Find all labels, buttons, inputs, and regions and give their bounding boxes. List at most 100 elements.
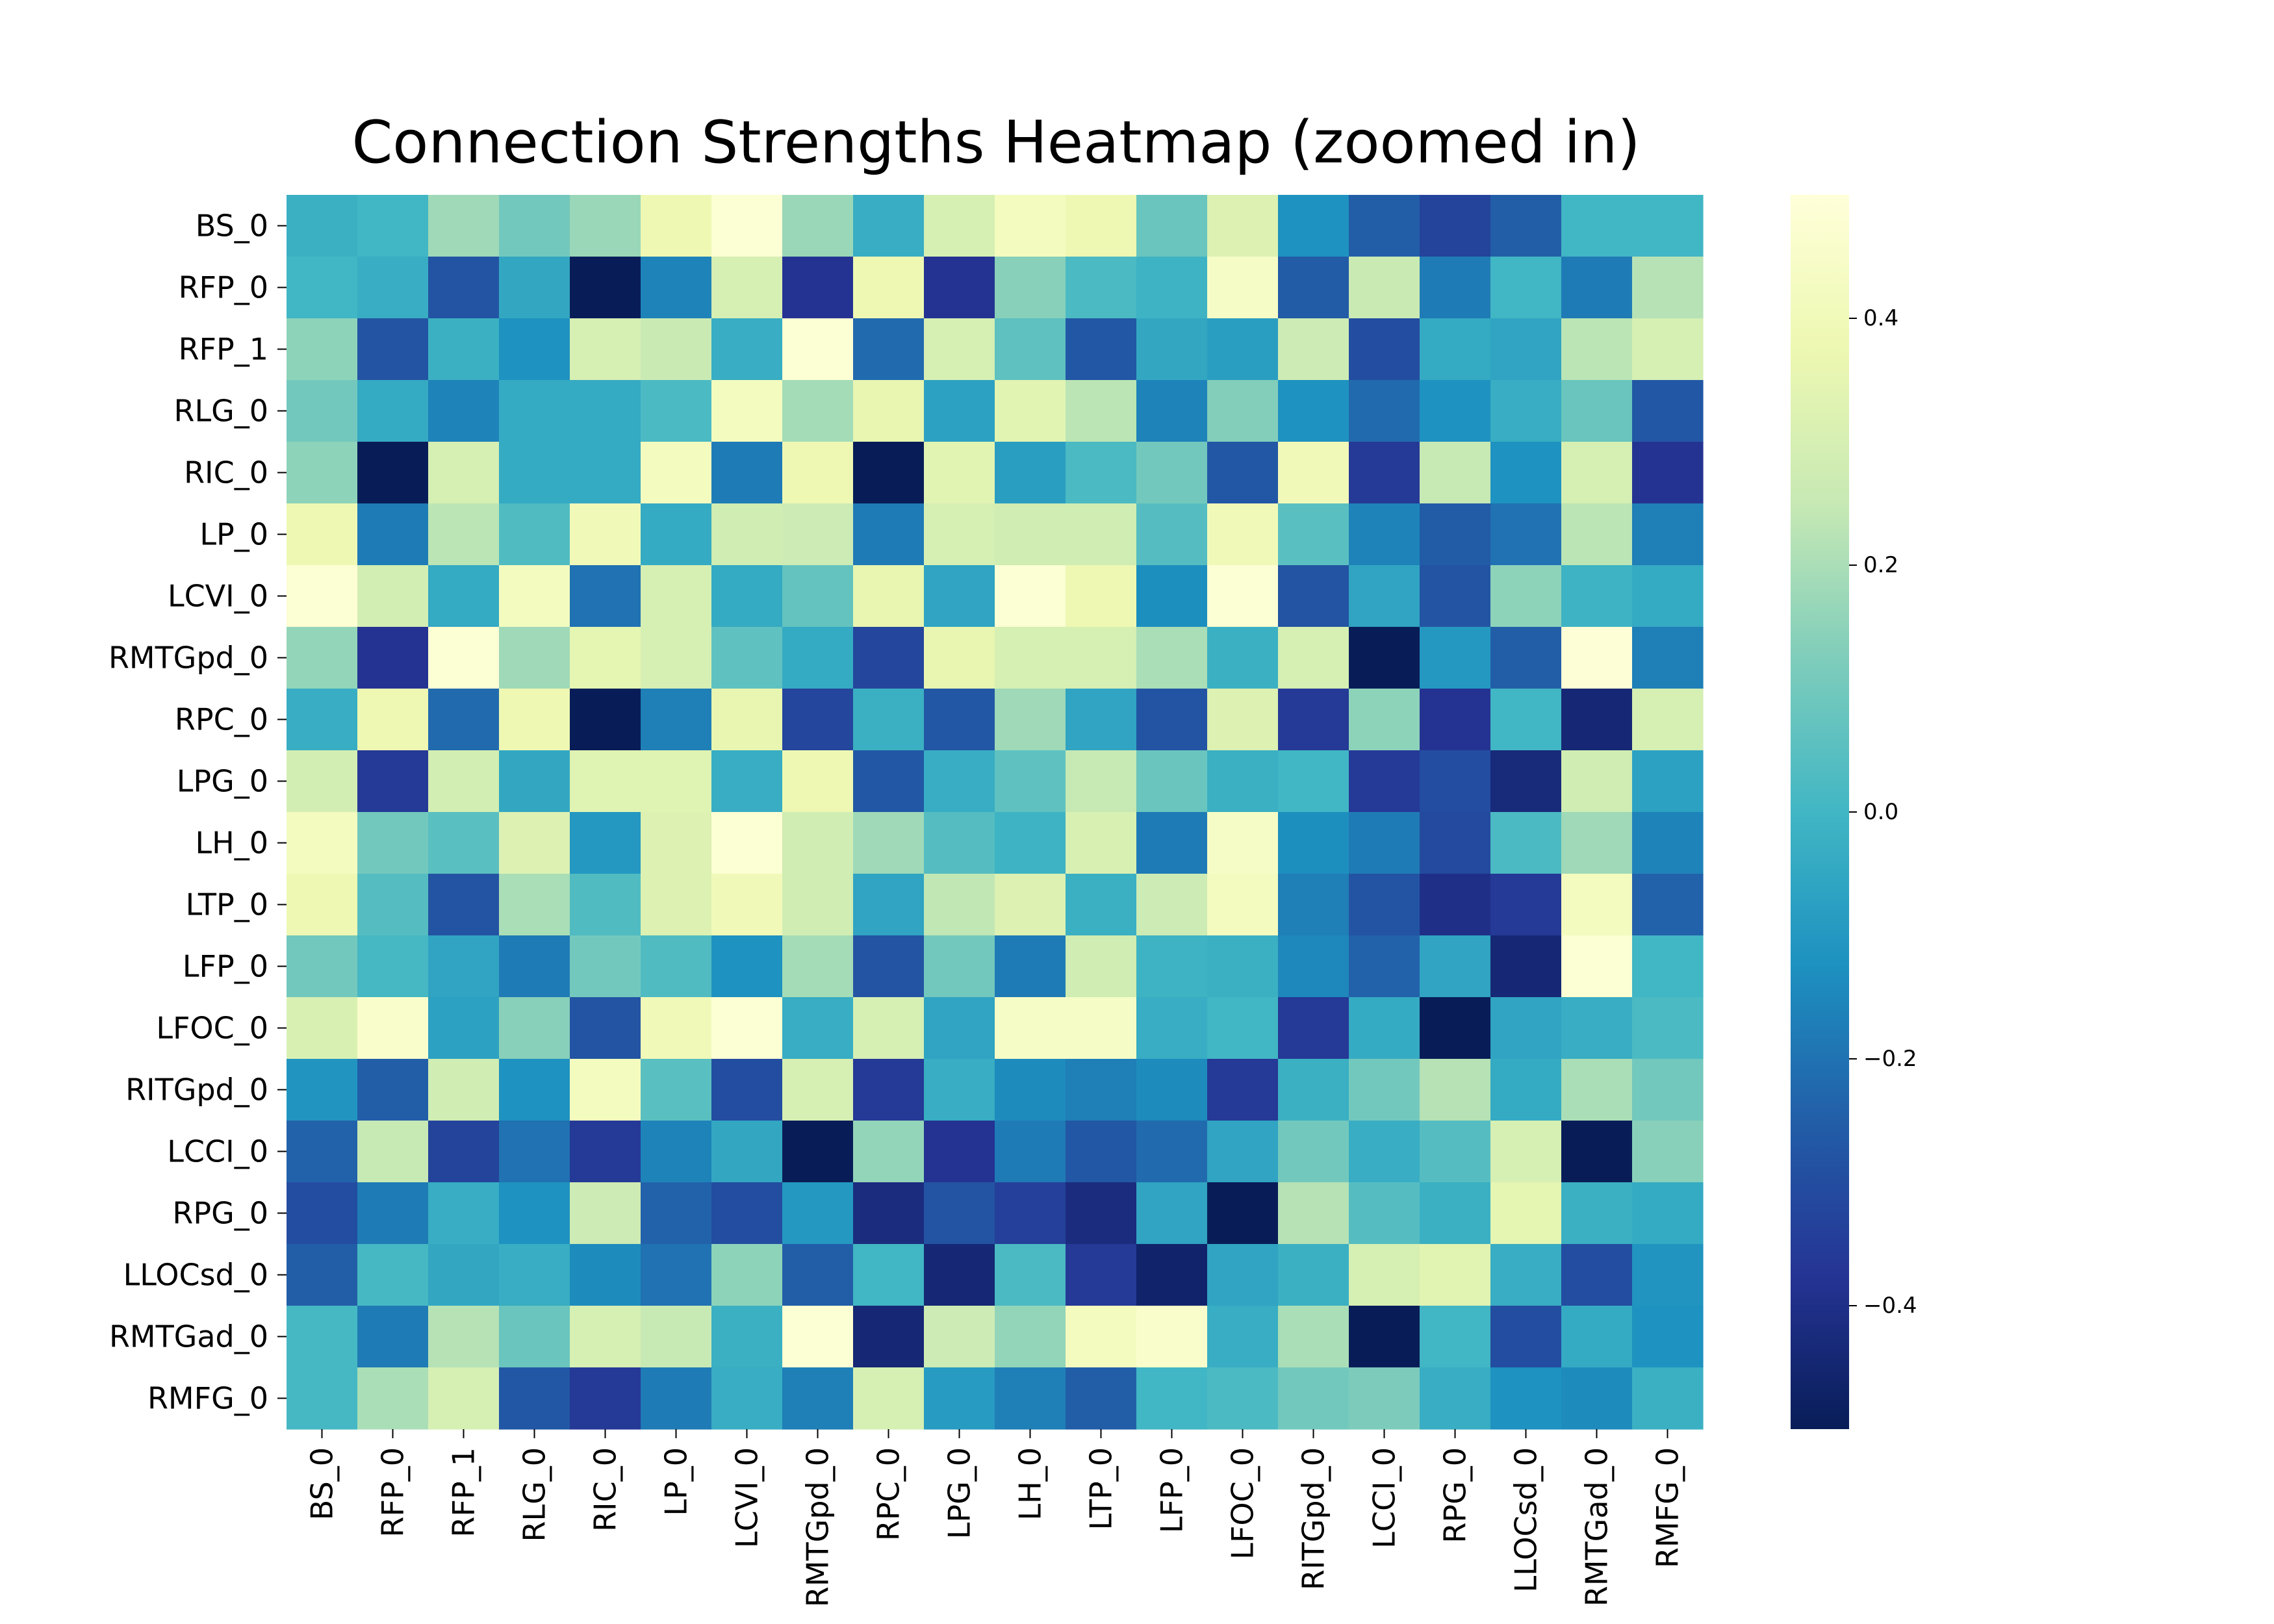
x-tick-label: RPG_0 bbox=[1438, 1447, 1473, 1543]
heatmap-cell bbox=[1349, 380, 1420, 442]
chart-title: Connection Strengths Heatmap (zoomed in) bbox=[351, 108, 1640, 177]
x-tick-label: RPC_0 bbox=[871, 1447, 906, 1541]
heatmap-cell bbox=[1136, 565, 1208, 628]
x-tick-label: RMTGad_0 bbox=[1579, 1447, 1615, 1606]
heatmap-cell bbox=[570, 935, 641, 998]
heatmap-cell bbox=[287, 935, 358, 998]
x-tick-label: RIC_0 bbox=[588, 1447, 623, 1532]
heatmap-cell bbox=[641, 195, 712, 257]
heatmap-cell bbox=[1136, 627, 1208, 689]
heatmap-cell bbox=[1349, 565, 1420, 628]
heatmap-cell bbox=[711, 935, 783, 998]
y-tick-label: LCCI_0 bbox=[167, 1134, 268, 1169]
heatmap-cell bbox=[357, 812, 429, 874]
heatmap-cell bbox=[1066, 1121, 1137, 1183]
heatmap-cell bbox=[357, 1244, 429, 1306]
heatmap-cell bbox=[357, 1059, 429, 1121]
heatmap-cell bbox=[1278, 565, 1349, 628]
heatmap-cell bbox=[782, 257, 854, 319]
heatmap-cell bbox=[995, 257, 1066, 319]
heatmap-cell bbox=[1066, 318, 1137, 381]
heatmap-cell bbox=[357, 565, 429, 628]
x-tick-label: RFP_1 bbox=[446, 1447, 481, 1537]
heatmap-cell bbox=[641, 750, 712, 813]
heatmap-cell bbox=[1490, 1367, 1562, 1430]
heatmap-cell bbox=[641, 1059, 712, 1121]
heatmap-cell bbox=[853, 812, 925, 874]
y-tick-label: LLOCsd_0 bbox=[123, 1258, 268, 1293]
heatmap-cell bbox=[1066, 997, 1137, 1059]
heatmap-cell bbox=[1136, 689, 1208, 751]
heatmap-cell bbox=[499, 1367, 570, 1430]
heatmap-cell bbox=[782, 750, 854, 813]
heatmap-cell bbox=[1066, 689, 1137, 751]
heatmap-cell bbox=[641, 1244, 712, 1306]
heatmap-cell bbox=[924, 380, 995, 442]
heatmap-cell bbox=[499, 195, 570, 257]
heatmap-cell bbox=[1490, 874, 1562, 936]
heatmap-cell bbox=[287, 1059, 358, 1121]
x-tick-label: LCCI_0 bbox=[1367, 1447, 1402, 1549]
heatmap-cell bbox=[1349, 442, 1420, 504]
heatmap-cell bbox=[1136, 1244, 1208, 1306]
heatmap-cell bbox=[924, 257, 995, 319]
y-tick-label: LPG_0 bbox=[177, 764, 268, 799]
heatmap-cell bbox=[570, 195, 641, 257]
heatmap-cell bbox=[1490, 442, 1562, 504]
heatmap-cell bbox=[357, 257, 429, 319]
heatmap-cell bbox=[499, 997, 570, 1059]
x-tick-label: BS_0 bbox=[305, 1447, 340, 1520]
heatmap-cell bbox=[1278, 503, 1349, 566]
x-tick-label: RMTGpd_0 bbox=[800, 1447, 836, 1607]
heatmap-cell bbox=[924, 812, 995, 874]
heatmap-cell bbox=[1136, 318, 1208, 381]
heatmap-cell bbox=[357, 380, 429, 442]
heatmap-cell bbox=[1420, 195, 1491, 257]
heatmap-cell bbox=[924, 874, 995, 936]
heatmap-cell bbox=[995, 997, 1066, 1059]
heatmap-cell bbox=[782, 1059, 854, 1121]
heatmap-cell bbox=[1349, 812, 1420, 874]
heatmap-cell bbox=[499, 1182, 570, 1245]
heatmap-cell bbox=[1066, 1367, 1137, 1430]
heatmap-cell bbox=[1632, 1059, 1704, 1121]
heatmap-cell bbox=[1136, 1367, 1208, 1430]
heatmap-cell bbox=[1632, 997, 1704, 1059]
heatmap-cell bbox=[357, 442, 429, 504]
heatmap-cell bbox=[924, 1306, 995, 1368]
x-tick-label: RFP_0 bbox=[376, 1447, 411, 1537]
heatmap-cell bbox=[428, 1367, 500, 1430]
heatmap-cell bbox=[1490, 997, 1562, 1059]
heatmap-cell bbox=[1632, 627, 1704, 689]
heatmap-cell bbox=[570, 257, 641, 319]
heatmap-cell bbox=[1066, 503, 1137, 566]
heatmap-cell bbox=[1066, 627, 1137, 689]
heatmap-cell bbox=[641, 380, 712, 442]
heatmap-cell bbox=[1561, 689, 1633, 751]
heatmap-cell bbox=[1207, 442, 1279, 504]
heatmap-cell bbox=[711, 750, 783, 813]
heatmap-cell bbox=[641, 503, 712, 566]
heatmap-cell bbox=[428, 1182, 500, 1245]
heatmap-cell bbox=[1420, 935, 1491, 998]
heatmap-cell bbox=[782, 195, 854, 257]
heatmap-cell bbox=[782, 503, 854, 566]
heatmap-cell bbox=[853, 257, 925, 319]
heatmap-cell bbox=[1207, 935, 1279, 998]
heatmap-cell bbox=[287, 1182, 358, 1245]
heatmap-cell bbox=[1349, 257, 1420, 319]
heatmap-cell bbox=[1278, 195, 1349, 257]
colorbar bbox=[1791, 195, 1849, 1429]
heatmap-cell bbox=[1420, 874, 1491, 936]
heatmap-cell bbox=[1207, 750, 1279, 813]
heatmap-cell bbox=[1207, 1059, 1279, 1121]
heatmap-cell bbox=[711, 380, 783, 442]
heatmap-cell bbox=[287, 257, 358, 319]
heatmap-cell bbox=[1349, 1182, 1420, 1245]
heatmap-cell bbox=[499, 935, 570, 998]
heatmap-cell bbox=[499, 565, 570, 628]
heatmap-cell bbox=[853, 380, 925, 442]
heatmap-cell bbox=[357, 750, 429, 813]
heatmap-cell bbox=[1136, 874, 1208, 936]
